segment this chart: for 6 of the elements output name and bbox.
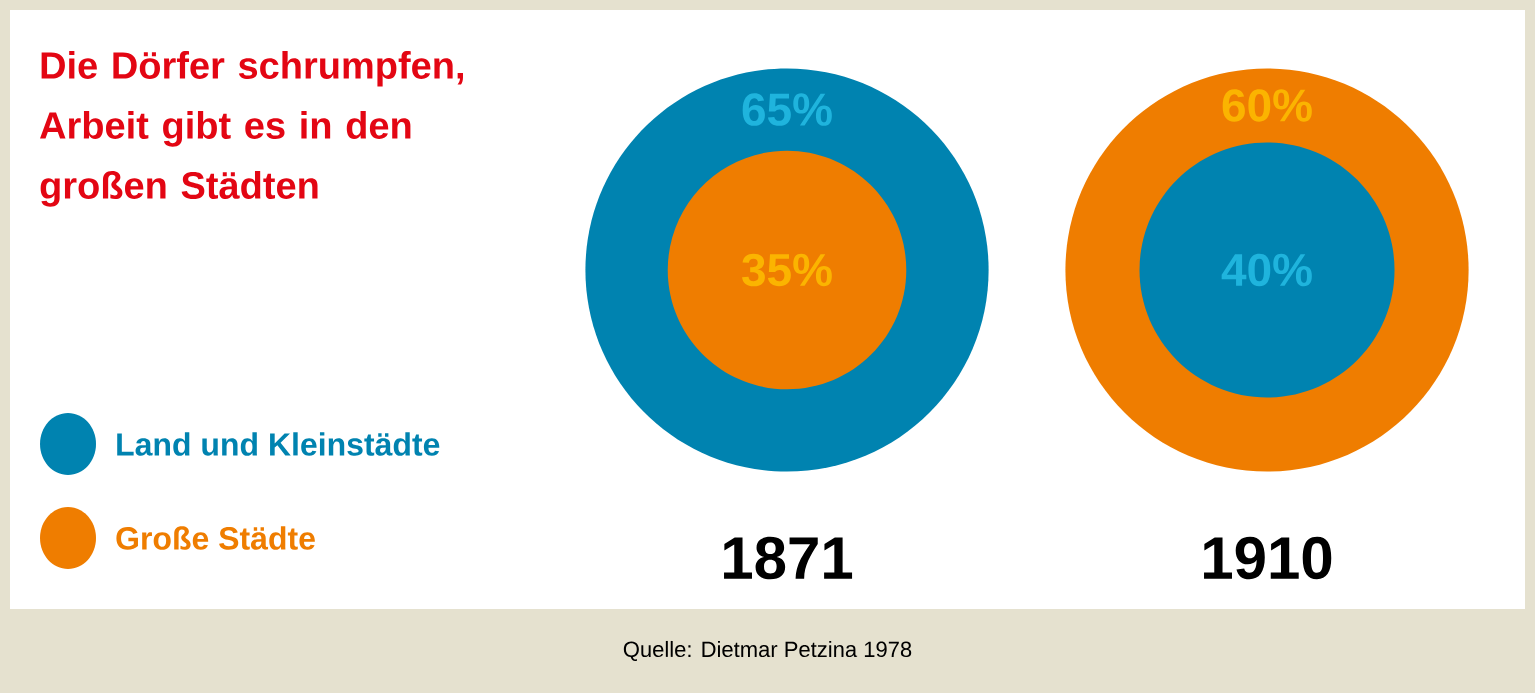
category-label: 1871	[724, 536, 853, 580]
legend-label: Große Städte	[116, 526, 315, 550]
source-note: Quelle: Dietmar Petzina 1978	[623, 640, 912, 662]
legend-label: Land und Kleinstädte	[117, 432, 440, 456]
category-label: 1910	[1204, 536, 1332, 580]
text: Die Dörfer schrumpfen, Arbeit gibt es in den großen Städten	[40, 51, 463, 207]
